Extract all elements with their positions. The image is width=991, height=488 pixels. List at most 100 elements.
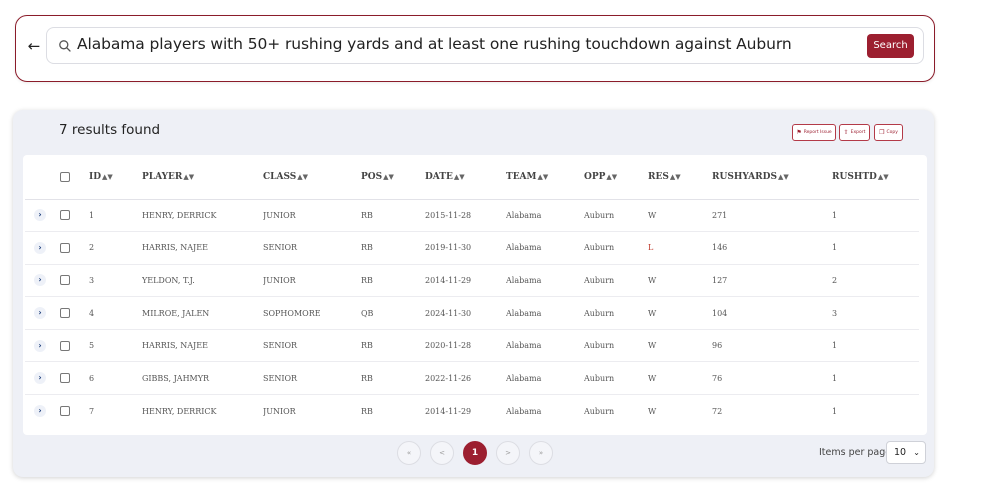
sort-icon[interactable]: ▲▼ (777, 172, 789, 181)
items-per-page-value: 10 (894, 447, 907, 458)
cell-rushtd: 1 (832, 199, 919, 233)
cell-opp: Auburn (584, 199, 648, 233)
next-page-button[interactable]: > (496, 441, 520, 465)
last-page-button[interactable]: » (529, 441, 553, 465)
cell-id: 3 (89, 264, 142, 298)
select-all-checkbox[interactable] (60, 171, 70, 182)
row-checkbox[interactable] (60, 308, 70, 319)
column-header-id[interactable]: ID▲▼ (89, 155, 142, 200)
items-per-page-label: Items per page (819, 447, 892, 458)
row-checkbox[interactable] (60, 242, 70, 253)
cell-opp: Auburn (584, 231, 648, 265)
table-row[interactable]: › 2 HARRIS, NAJEE SENIOR RB 2019-11-30 A… (25, 231, 919, 265)
cell-team: Alabama (506, 231, 584, 265)
copy-button[interactable]: ❐ Copy (874, 124, 903, 141)
cell-date: 2014-11-29 (425, 406, 472, 416)
upload-icon: ⇧ (843, 128, 849, 136)
cell-rushyards: 146 (712, 231, 832, 265)
expand-row-icon[interactable]: › (34, 405, 46, 418)
expand-row-icon[interactable]: › (34, 209, 46, 222)
table-row[interactable]: › 5 HARRIS, NAJEE SENIOR RB 2020-11-28 A… (25, 329, 919, 363)
sort-icon[interactable]: ▲▼ (183, 172, 195, 181)
column-header-rushyards[interactable]: RUSHYARDS▲▼ (712, 155, 832, 200)
sort-icon[interactable]: ▲▼ (102, 172, 113, 181)
select-all-header (60, 155, 89, 200)
cell-player: HENRY, DERRICK (142, 199, 263, 233)
cell-player: MILROE, JALEN (142, 296, 263, 330)
items-per-page-select[interactable]: 10 ⌄ (886, 441, 926, 464)
table-row[interactable]: › 7 HENRY, DERRICK JUNIOR RB 2014-11-29 … (25, 395, 919, 428)
table-row[interactable]: › 3 YELDON, T.J. JUNIOR RB 2014-11-29 Al… (25, 264, 919, 298)
cell-res: W (648, 296, 712, 330)
copy-icon: ❐ (879, 128, 885, 136)
expand-row-icon[interactable]: › (34, 274, 46, 287)
row-checkbox[interactable] (60, 406, 70, 417)
row-checkbox[interactable] (60, 275, 70, 286)
cell-player: YELDON, T.J. (142, 264, 263, 298)
column-header-pos[interactable]: POS▲▼ (361, 155, 425, 200)
column-header-res[interactable]: RES▲▼ (648, 155, 712, 200)
cell-rushyards: 127 (712, 264, 832, 298)
table-row[interactable]: › 1 HENRY, DERRICK JUNIOR RB 2015-11-28 … (25, 199, 919, 233)
expand-header (25, 155, 60, 200)
cell-class: JUNIOR (263, 199, 361, 233)
cell-date: 2022-11-26 (425, 361, 506, 396)
cell-rushtd: 1 (832, 406, 838, 416)
column-header-team[interactable]: TEAM▲▼ (506, 155, 584, 200)
table-row[interactable]: › 4 MILROE, JALEN SOPHOMORE QB 2024-11-3… (25, 296, 919, 330)
cell-res: W (648, 361, 712, 396)
table-row[interactable]: › 6 GIBBS, JAHMYR SENIOR RB 2022-11-26 A… (25, 361, 919, 396)
expand-row-icon[interactable]: › (34, 307, 46, 320)
sort-icon[interactable]: ▲▼ (383, 172, 394, 181)
search-button[interactable]: Search (867, 34, 914, 58)
sort-icon[interactable]: ▲▼ (606, 172, 618, 181)
column-header-class[interactable]: CLASS▲▼ (263, 155, 361, 200)
search-input[interactable]: Alabama players with 50+ rushing yards a… (46, 27, 924, 64)
expand-row-icon[interactable]: › (34, 339, 46, 352)
cell-res: W (648, 199, 712, 233)
results-count-title: 7 results found (59, 122, 161, 138)
cell-pos: QB (361, 296, 425, 330)
column-header-opp[interactable]: OPP▲▼ (584, 155, 648, 200)
page-button-current[interactable]: 1 (463, 441, 487, 465)
cell-rushyards: 96 (712, 329, 832, 363)
cell-team: Alabama (506, 329, 584, 363)
cell-res: W (648, 329, 712, 363)
export-label: Export (850, 130, 866, 135)
cell-pos: RB (361, 329, 425, 363)
cell-id: 2 (89, 231, 142, 265)
cell-opp: Auburn (584, 329, 648, 363)
expand-row-icon[interactable]: › (34, 372, 46, 385)
first-page-button[interactable]: « (397, 441, 421, 465)
cell-pos: RB (361, 199, 425, 233)
row-checkbox[interactable] (60, 210, 70, 221)
row-checkbox[interactable] (60, 373, 70, 384)
sort-icon[interactable]: ▲▼ (537, 172, 549, 181)
results-table-panel: ID▲▼ PLAYER▲▼ CLASS▲▼ POS▲▼ DATE▲▼ TEAM▲… (23, 155, 927, 435)
column-header-date[interactable]: DATE▲▼ (425, 155, 506, 200)
cell-date: 2019-11-30 (425, 231, 506, 265)
copy-label: Copy (886, 130, 898, 135)
cell-id: 1 (89, 199, 142, 233)
expand-row-icon[interactable]: › (34, 241, 46, 254)
sort-icon[interactable]: ▲▼ (877, 172, 889, 181)
cell-date: 2014-11-29 (425, 264, 506, 298)
sort-icon[interactable]: ▲▼ (453, 172, 465, 181)
row-checkbox[interactable] (60, 340, 70, 351)
export-button[interactable]: ⇧ Export (839, 124, 870, 141)
cell-id: 4 (89, 296, 142, 330)
prev-page-button[interactable]: < (430, 441, 454, 465)
back-arrow-icon[interactable]: ← (27, 37, 41, 55)
report-issue-label: Report Issue (803, 130, 832, 135)
cell-class: SENIOR (263, 329, 361, 363)
cell-rushyards: 76 (712, 361, 832, 396)
cell-rushyards: 104 (712, 296, 832, 330)
sort-icon[interactable]: ▲▼ (297, 172, 309, 181)
column-header-player[interactable]: PLAYER▲▼ (142, 155, 263, 200)
search-query-text[interactable]: Alabama players with 50+ rushing yards a… (77, 35, 792, 53)
report-issue-button[interactable]: ⚑ Report Issue (792, 124, 836, 141)
sort-icon[interactable]: ▲▼ (669, 172, 681, 181)
column-header-rushtd[interactable]: RUSHTD▲▼ (832, 155, 919, 200)
flag-icon: ⚑ (796, 128, 802, 136)
cell-player: HARRIS, NAJEE (142, 329, 263, 363)
